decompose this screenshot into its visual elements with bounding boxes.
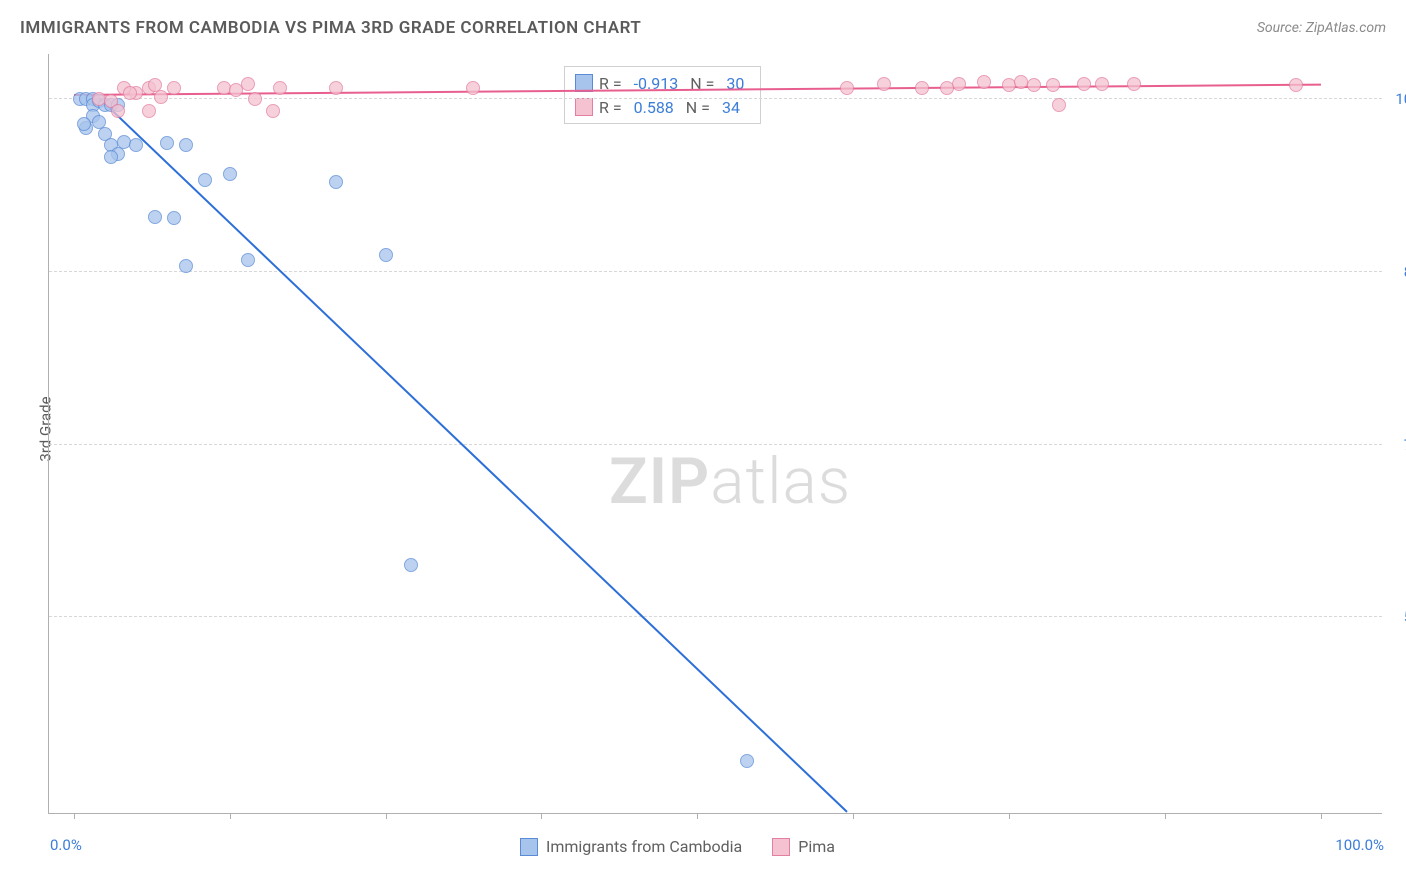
legend-r-value: 0.588 [634,98,674,117]
data-point-pima [1077,77,1091,91]
chart-title: IMMIGRANTS FROM CAMBODIA VS PIMA 3RD GRA… [20,18,641,38]
data-point-cambodia [104,150,118,164]
data-point-pima [111,104,125,118]
legend-r-label: R = [599,98,622,117]
x-tick [1321,813,1322,819]
legend-item-pima: Pima [772,837,835,856]
x-tick [853,813,854,819]
legend-n-label: N = [686,98,710,117]
data-point-cambodia [160,136,174,150]
data-point-pima [1052,98,1066,112]
legend-label: Pima [798,837,835,856]
data-point-cambodia [167,211,181,225]
watermark-atlas: atlas [710,444,851,519]
legend-swatch-icon [520,838,538,856]
gridline-h: 70.0% [49,444,1382,445]
data-point-pima [123,86,137,100]
y-tick-label: 70.0% [1389,436,1406,454]
data-point-pima [248,92,262,106]
data-point-pima [940,81,954,95]
y-tick-label: 100.0% [1389,90,1406,108]
watermark: ZIPatlas [609,444,851,519]
data-point-pima [329,81,343,95]
data-point-cambodia [179,138,193,152]
data-point-pima [266,104,280,118]
legend-item-cambodia: Immigrants from Cambodia [520,837,742,856]
plot-area: R = -0.913 N = 30 R = 0.588 N = 34 ZIPat… [48,54,1382,814]
data-point-pima [1046,78,1060,92]
data-point-pima [1289,78,1303,92]
data-point-cambodia [404,558,418,572]
legend-swatch-icon [575,98,593,116]
data-point-pima [877,77,891,91]
data-point-cambodia [223,167,237,181]
trend-line-cambodia [98,97,847,812]
source-attribution: Source: ZipAtlas.com [1257,20,1386,36]
data-point-pima [142,104,156,118]
data-point-cambodia [198,173,212,187]
x-tick [1009,813,1010,819]
x-tick [697,813,698,819]
data-point-cambodia [379,248,393,262]
legend-label: Immigrants from Cambodia [546,837,742,856]
data-point-pima [466,81,480,95]
data-point-pima [1014,75,1028,89]
y-tick-label: 85.0% [1389,263,1406,281]
data-point-pima [148,78,162,92]
gridline-h: 85.0% [49,271,1382,272]
legend-swatch-icon [772,838,790,856]
gridline-h: 55.0% [49,616,1382,617]
data-point-pima [952,77,966,91]
data-point-pima [273,81,287,95]
data-point-pima [1095,77,1109,91]
x-tick [386,813,387,819]
data-point-cambodia [241,253,255,267]
data-point-pima [915,81,929,95]
x-tick [74,813,75,819]
legend-n-value: 34 [722,98,740,117]
chart-container: IMMIGRANTS FROM CAMBODIA VS PIMA 3RD GRA… [0,0,1406,892]
data-point-cambodia [77,117,91,131]
data-point-cambodia [329,175,343,189]
data-point-cambodia [148,210,162,224]
data-point-pima [840,81,854,95]
data-point-cambodia [179,259,193,273]
y-tick-label: 55.0% [1389,608,1406,626]
x-tick [1165,813,1166,819]
data-point-pima [1027,78,1041,92]
data-point-cambodia [129,138,143,152]
data-point-pima [167,81,181,95]
data-point-cambodia [740,754,754,768]
data-point-pima [1127,77,1141,91]
x-axis-min-label: 0.0% [50,836,82,854]
series-legend: Immigrants from Cambodia Pima [520,837,835,856]
correlation-legend: R = -0.913 N = 30 R = 0.588 N = 34 [564,66,761,124]
watermark-zip: ZIP [609,444,710,519]
x-tick [230,813,231,819]
data-point-pima [241,77,255,91]
x-tick [541,813,542,819]
x-axis-max-label: 100.0% [1335,836,1384,854]
data-point-pima [977,75,991,89]
